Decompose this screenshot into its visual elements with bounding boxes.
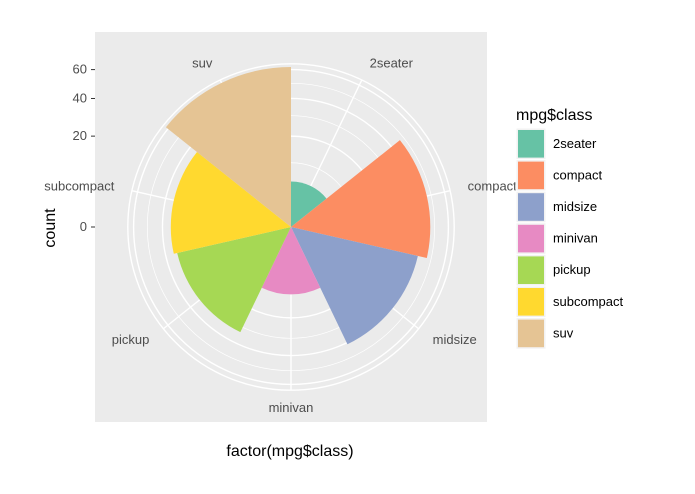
legend-swatch-2seater xyxy=(518,130,544,158)
legend-label-compact: compact xyxy=(553,167,603,182)
y-tick-label: 40 xyxy=(73,90,87,105)
wedge-suv xyxy=(165,67,291,227)
wedge-layer xyxy=(165,67,431,345)
y-tick-label: 0 xyxy=(80,219,87,234)
y-tick-label: 60 xyxy=(73,62,87,77)
legend-swatch-subcompact xyxy=(518,288,544,316)
wedge-midsize xyxy=(291,227,418,345)
legend-label-midsize: midsize xyxy=(553,199,597,214)
wedge-minivan xyxy=(261,227,321,295)
y-axis: 0 20 40 60 xyxy=(73,62,95,234)
legend-swatch-pickup xyxy=(518,256,544,284)
wedge-pickup xyxy=(177,227,291,333)
legend-title: mpg$class xyxy=(516,107,592,124)
legend-swatch-midsize xyxy=(518,193,544,221)
legend: mpg$class 2seater compact midsize minivan pi… xyxy=(515,107,623,350)
legend-swatch-minivan xyxy=(518,224,544,253)
legend-swatch-suv xyxy=(518,319,544,348)
legend-label-suv: suv xyxy=(553,325,574,340)
category-label-midsize: midsize xyxy=(433,332,477,347)
legend-label-minivan: minivan xyxy=(553,231,598,246)
x-axis-title: factor(mpg$class) xyxy=(226,443,353,460)
category-label-compact: compact xyxy=(468,179,518,194)
wedge-compact xyxy=(291,140,431,258)
wedge-subcompact xyxy=(170,152,291,254)
legend-label-subcompact: subcompact xyxy=(553,294,623,309)
category-label-subcompact: subcompact xyxy=(44,179,114,194)
legend-swatch-compact xyxy=(518,161,544,190)
y-tick-label: 20 xyxy=(73,128,87,143)
category-label-2seater: 2seater xyxy=(370,56,414,71)
wedge-2seater xyxy=(291,181,327,227)
y-axis-title: count xyxy=(42,208,59,248)
category-label-pickup: pickup xyxy=(112,332,150,347)
legend-label-pickup: pickup xyxy=(553,262,591,277)
category-label-suv: suv xyxy=(192,56,213,71)
legend-label-2seater: 2seater xyxy=(553,136,597,151)
category-labels: 2seater compact midsize minivan pickup subcom… xyxy=(44,56,517,415)
category-label-minivan: minivan xyxy=(269,400,314,415)
